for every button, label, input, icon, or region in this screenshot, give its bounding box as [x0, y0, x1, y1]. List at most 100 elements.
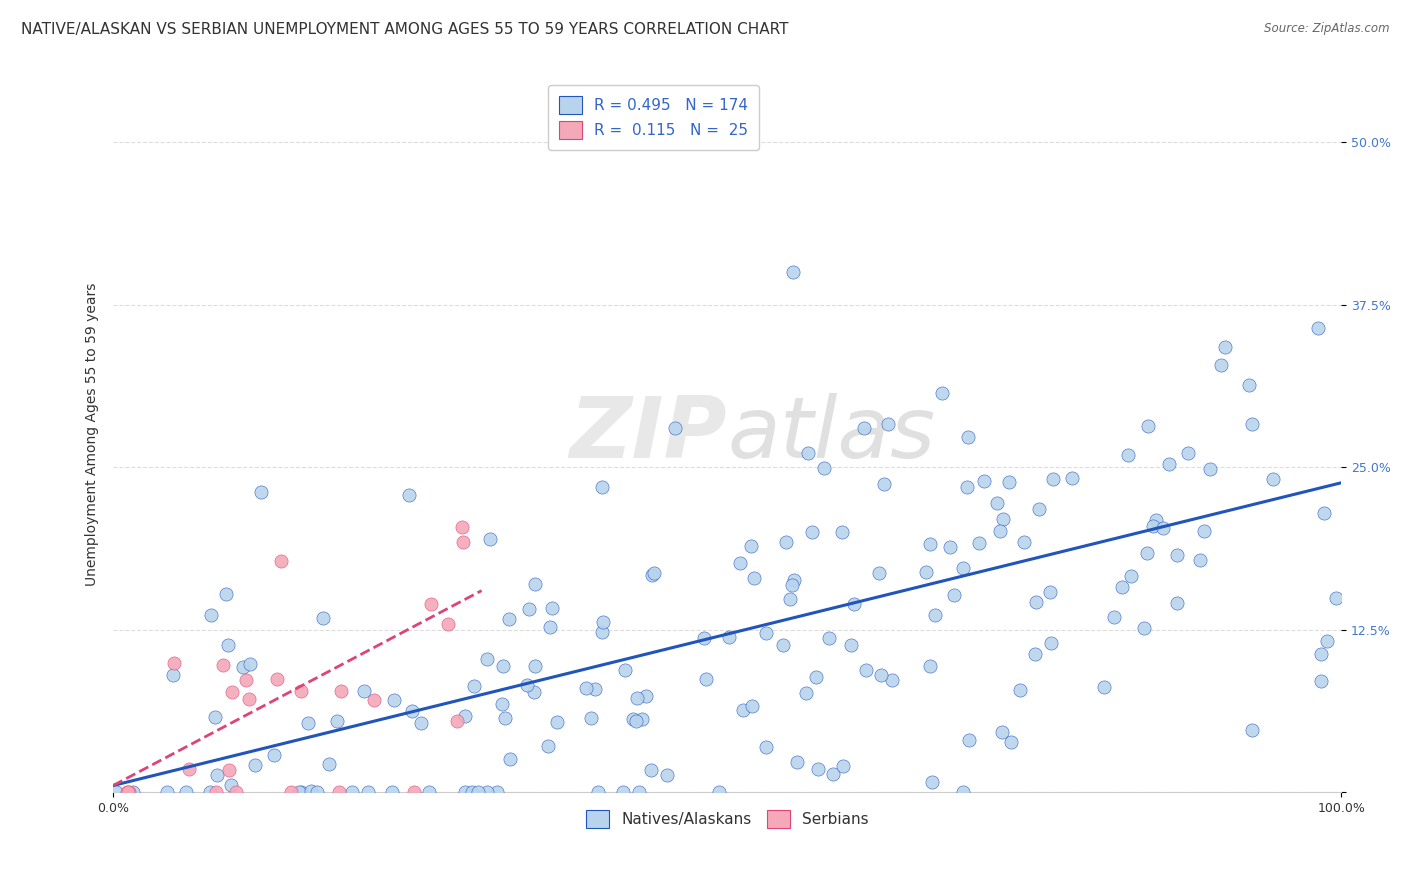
Point: [852, 421, 875, 435]
Point: [446, 714, 468, 728]
Point: [1261, 472, 1284, 486]
Point: [1166, 596, 1188, 610]
Point: [382, 693, 405, 707]
Point: [179, 762, 201, 776]
Point: [1213, 340, 1236, 354]
Point: [1144, 513, 1167, 527]
Point: [1102, 610, 1125, 624]
Point: [943, 588, 966, 602]
Point: [401, 704, 423, 718]
Point: [931, 385, 953, 400]
Point: [641, 567, 664, 582]
Point: [990, 524, 1012, 538]
Point: [626, 690, 648, 705]
Point: [461, 785, 484, 799]
Point: [817, 631, 839, 645]
Point: [801, 524, 824, 539]
Point: [741, 699, 763, 714]
Point: [924, 607, 946, 622]
Point: [205, 785, 228, 799]
Point: [634, 689, 657, 703]
Point: [516, 678, 538, 692]
Point: [957, 430, 980, 444]
Point: [956, 480, 979, 494]
Point: [1024, 647, 1046, 661]
Point: [1310, 647, 1333, 661]
Point: [1241, 723, 1264, 737]
Point: [463, 679, 485, 693]
Point: [839, 638, 862, 652]
Point: [655, 768, 678, 782]
Point: [1177, 446, 1199, 460]
Point: [755, 626, 778, 640]
Point: [299, 783, 322, 797]
Point: [624, 714, 647, 728]
Point: [326, 714, 349, 728]
Text: Source: ZipAtlas.com: Source: ZipAtlas.com: [1264, 22, 1389, 36]
Point: [1136, 546, 1159, 560]
Point: [586, 785, 609, 799]
Point: [357, 785, 380, 799]
Point: [297, 715, 319, 730]
Point: [1316, 634, 1339, 648]
Text: atlas: atlas: [727, 393, 935, 476]
Point: [1306, 320, 1329, 334]
Point: [693, 631, 716, 645]
Y-axis label: Unemployment Among Ages 55 to 59 years: Unemployment Among Ages 55 to 59 years: [86, 283, 100, 586]
Point: [755, 740, 778, 755]
Point: [538, 620, 561, 634]
Text: NATIVE/ALASKAN VS SERBIAN UNEMPLOYMENT AMONG AGES 55 TO 59 YEARS CORRELATION CHA: NATIVE/ALASKAN VS SERBIAN UNEMPLOYMENT A…: [21, 22, 789, 37]
Point: [238, 692, 260, 706]
Point: [454, 708, 477, 723]
Point: [537, 739, 560, 754]
Point: [340, 785, 363, 799]
Point: [409, 715, 432, 730]
Point: [453, 785, 475, 799]
Point: [270, 554, 292, 568]
Point: [1062, 470, 1084, 484]
Point: [718, 630, 741, 644]
Point: [612, 785, 634, 799]
Point: [418, 785, 440, 799]
Point: [329, 683, 352, 698]
Point: [1157, 457, 1180, 471]
Point: [200, 785, 222, 799]
Point: [117, 785, 139, 799]
Point: [523, 659, 546, 673]
Point: [219, 778, 242, 792]
Point: [855, 663, 877, 677]
Point: [204, 710, 226, 724]
Point: [782, 265, 804, 279]
Point: [250, 484, 273, 499]
Point: [523, 685, 546, 699]
Point: [772, 638, 794, 652]
Point: [305, 785, 328, 799]
Point: [1040, 636, 1063, 650]
Point: [1025, 595, 1047, 609]
Point: [1092, 681, 1115, 695]
Point: [797, 446, 820, 460]
Point: [1008, 683, 1031, 698]
Point: [492, 659, 515, 673]
Point: [842, 597, 865, 611]
Point: [156, 785, 179, 799]
Point: [290, 684, 312, 698]
Point: [806, 670, 828, 684]
Point: [494, 711, 516, 725]
Point: [640, 764, 662, 778]
Point: [1000, 734, 1022, 748]
Point: [914, 565, 936, 579]
Point: [541, 600, 564, 615]
Point: [1136, 418, 1159, 433]
Point: [491, 697, 513, 711]
Point: [420, 598, 443, 612]
Point: [877, 417, 900, 431]
Point: [832, 759, 855, 773]
Point: [318, 757, 340, 772]
Point: [218, 763, 240, 777]
Point: [807, 762, 830, 776]
Point: [211, 658, 233, 673]
Point: [740, 539, 762, 553]
Point: [498, 612, 520, 626]
Point: [1012, 535, 1035, 549]
